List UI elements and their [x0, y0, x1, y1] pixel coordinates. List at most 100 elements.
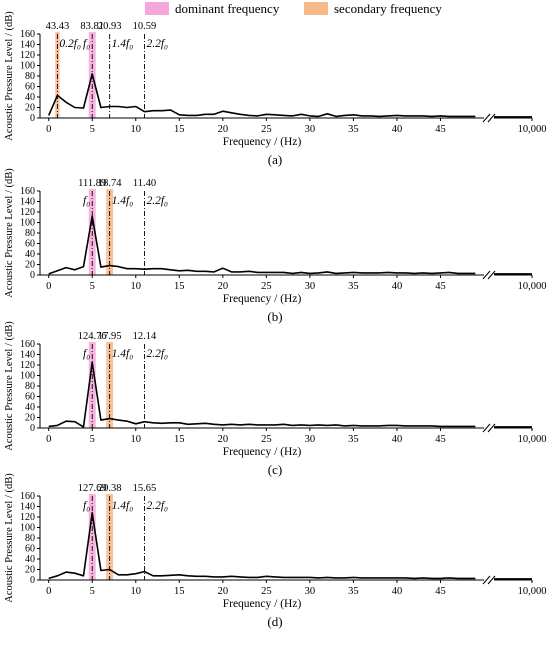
- y-tick-label: 80: [25, 228, 35, 239]
- x-tick-label: 25: [261, 124, 272, 135]
- harmonic-label: 1.4f₀: [112, 348, 134, 360]
- y-tick-label: 140: [20, 350, 35, 361]
- x-tick-label: 5: [90, 281, 95, 292]
- axis-break-mark: [487, 423, 496, 433]
- x-axis-title: Frequency / (Hz): [223, 446, 302, 458]
- panel-label: (a): [268, 152, 282, 167]
- y-tick-label: 100: [20, 371, 35, 382]
- y-tick-label: 80: [25, 71, 35, 82]
- x-tick-label: 40: [392, 434, 403, 445]
- y-tick-label: 0: [30, 575, 35, 586]
- x-tick-label: 25: [261, 281, 272, 292]
- y-tick-label: 40: [25, 554, 35, 565]
- x-tick-label: 25: [261, 434, 272, 445]
- x-axis-title: Frequency / (Hz): [223, 598, 302, 610]
- y-tick-label: 120: [20, 360, 35, 371]
- panel-label: (c): [268, 462, 282, 477]
- series-line: [48, 215, 476, 275]
- y-tick-label: 60: [25, 239, 35, 250]
- x-tick-label: 30: [305, 124, 316, 135]
- x-tick-label: 35: [348, 434, 359, 445]
- x-tick-label: 45: [435, 434, 446, 445]
- peak-value-label: 20.38: [98, 483, 122, 494]
- peak-value-label: 11.40: [133, 178, 156, 189]
- x-tick-label: 45: [435, 586, 446, 597]
- y-tick-label: 140: [20, 197, 35, 208]
- harmonic-label: f₀: [83, 195, 90, 207]
- x-tick-label-10000: 10,000: [518, 281, 547, 292]
- x-tick-label: 30: [305, 281, 316, 292]
- y-tick-label: 100: [20, 61, 35, 72]
- x-tick-label: 10: [131, 281, 142, 292]
- x-tick-label: 20: [218, 124, 229, 135]
- x-tick-label: 10: [131, 124, 142, 135]
- y-tick-label: 20: [25, 565, 35, 576]
- x-tick-label: 15: [174, 124, 185, 135]
- x-tick-label-10000: 10,000: [518, 586, 547, 597]
- x-tick-label-10000: 10,000: [518, 124, 547, 135]
- series-line: [48, 511, 476, 580]
- series-line: [47, 73, 476, 118]
- x-tick-label-10000: 10,000: [518, 434, 547, 445]
- y-tick-label: 160: [20, 491, 35, 502]
- peak-value-label: 12.14: [133, 331, 157, 342]
- y-tick-label: 20: [25, 260, 35, 271]
- y-tick-label: 40: [25, 402, 35, 413]
- peak-value-label: 20.93: [98, 21, 122, 32]
- x-tick-label: 35: [348, 586, 359, 597]
- x-tick-label: 40: [392, 281, 403, 292]
- y-tick-label: 0: [30, 113, 35, 124]
- series-line: [48, 361, 476, 428]
- axis-break-mark: [482, 575, 491, 585]
- y-tick-label: 140: [20, 502, 35, 513]
- y-tick-label: 60: [25, 544, 35, 555]
- y-tick-label: 20: [25, 103, 35, 114]
- axis-break-mark: [487, 575, 496, 585]
- peak-value-label: 17.95: [98, 331, 122, 342]
- x-tick-label: 5: [90, 124, 95, 135]
- panel-label: (b): [267, 309, 282, 324]
- y-tick-label: 160: [20, 339, 35, 350]
- x-axis-title: Frequency / (Hz): [223, 136, 302, 148]
- harmonic-label: 1.4f₀: [112, 38, 134, 50]
- axis-break-mark: [487, 270, 496, 280]
- y-tick-label: 80: [25, 381, 35, 392]
- y-tick-label: 120: [20, 50, 35, 61]
- y-tick-label: 120: [20, 207, 35, 218]
- harmonic-label: f₀: [83, 348, 90, 360]
- y-tick-label: 40: [25, 249, 35, 260]
- y-tick-label: 20: [25, 413, 35, 424]
- peak-value-label: 124.76: [78, 331, 107, 342]
- x-tick-label: 0: [46, 281, 51, 292]
- x-tick-label: 45: [435, 281, 446, 292]
- x-tick-label: 30: [305, 586, 316, 597]
- legend-swatch-secondary: [304, 2, 328, 15]
- y-tick-label: 120: [20, 512, 35, 523]
- y-axis-title: Acoustic Pressure Level / (dB): [4, 168, 15, 298]
- harmonic-label: f₀: [83, 38, 90, 50]
- peak-value-label: 111.89: [78, 178, 106, 189]
- peak-value-label: 15.65: [133, 483, 157, 494]
- peak-value-label: 127.69: [78, 483, 107, 494]
- x-tick-label: 0: [46, 124, 51, 135]
- axis-break-mark: [487, 113, 496, 123]
- peak-value-label: 18.74: [98, 178, 122, 189]
- harmonic-label: 0.2f₀: [59, 38, 81, 50]
- x-tick-label: 40: [392, 586, 403, 597]
- x-tick-label: 35: [348, 281, 359, 292]
- x-tick-label: 5: [90, 434, 95, 445]
- harmonic-label: 2.2f₀: [146, 38, 168, 50]
- x-tick-label: 20: [218, 586, 229, 597]
- y-tick-label: 0: [30, 423, 35, 434]
- y-tick-label: 0: [30, 270, 35, 281]
- harmonic-label: f₀: [83, 500, 90, 512]
- axis-break-mark: [482, 113, 491, 123]
- y-tick-label: 100: [20, 218, 35, 229]
- x-tick-label: 20: [218, 434, 229, 445]
- legend-label-secondary: secondary frequency: [334, 1, 442, 16]
- x-tick-label: 0: [46, 434, 51, 445]
